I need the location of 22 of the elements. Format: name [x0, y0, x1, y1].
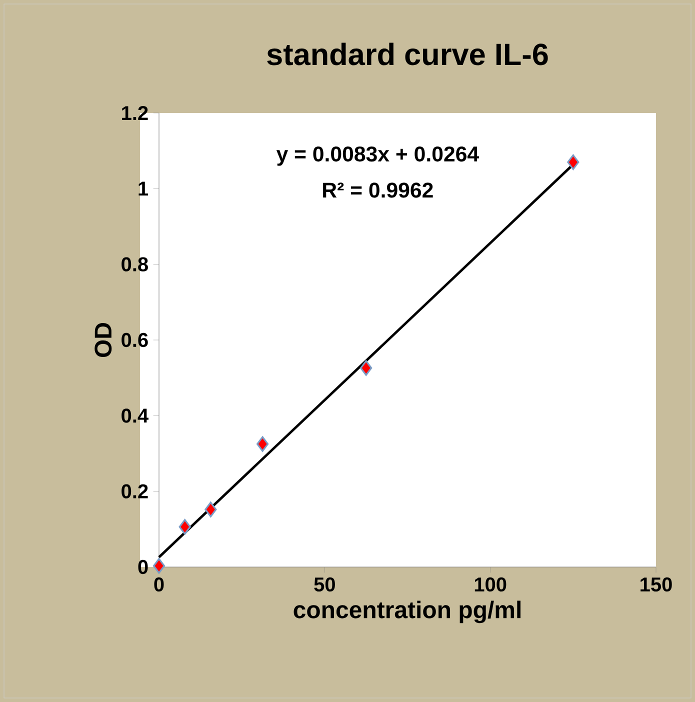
- y-tick-label: 0.4: [122, 408, 148, 423]
- y-tick-label: 0.6: [122, 332, 148, 348]
- x-tick-label: 100: [474, 577, 506, 592]
- annotation: R² = 0.9962: [323, 182, 433, 198]
- y-tick-label: 0: [138, 560, 148, 574]
- x-tick-label: 0: [154, 577, 164, 592]
- point: [567, 154, 580, 170]
- x-tick-label: 50: [314, 577, 335, 592]
- annotation: y = 0.0083x + 0.0264: [276, 146, 479, 166]
- x-axis-title: concentration pg/ml: [294, 600, 520, 624]
- point: [360, 360, 372, 376]
- y-tick-label: 1: [138, 182, 148, 196]
- y-tick-label: 1.2: [122, 106, 148, 120]
- x-tick-label: 150: [640, 577, 672, 592]
- point: [152, 558, 166, 574]
- y-tick-label: 0.2: [122, 484, 148, 498]
- point: [204, 502, 217, 518]
- y-axis-title: OD: [94, 322, 112, 358]
- chart-title: standard curve IL-6: [267, 42, 548, 66]
- y-tick-label: 0.8: [122, 257, 148, 272]
- point: [178, 519, 191, 535]
- point: [256, 436, 269, 452]
